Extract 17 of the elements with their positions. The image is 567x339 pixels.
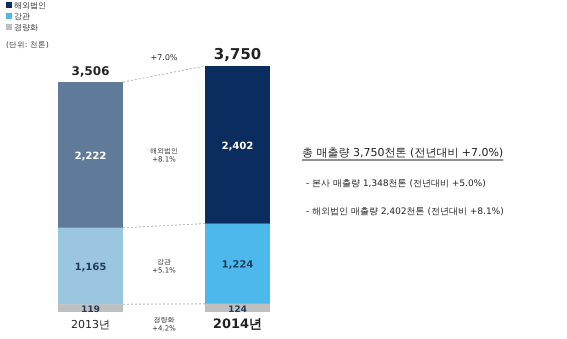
x-tick-label: 2014년 xyxy=(212,317,262,332)
annotation: - 본사 매출량 1,348천톤 (전년대비 +5.0%) xyxy=(306,179,486,189)
data-label: 2,402 xyxy=(222,140,254,152)
legend-label: 경량화 xyxy=(14,23,38,32)
data-label: 119 xyxy=(81,305,100,316)
annotation: 총 매출량 3,750천톤 (전년대비 +7.0%) xyxy=(302,146,504,159)
total-label: 3,750 xyxy=(214,45,262,63)
annotation: - 해외법인 매출량 2,402천톤 (전년대비 +8.1%) xyxy=(306,207,504,217)
data-label: 2,222 xyxy=(74,150,106,162)
legend-label: 강관 xyxy=(14,12,30,21)
data-label: 124 xyxy=(228,304,247,315)
x-tick-label: 2013년 xyxy=(71,318,110,331)
data-label: 1,224 xyxy=(222,260,254,271)
total-label: 3,506 xyxy=(72,64,110,78)
legend-label: 해외법인 xyxy=(14,1,46,10)
text: +7.0% xyxy=(150,53,178,62)
data-label: 1,165 xyxy=(74,262,106,273)
